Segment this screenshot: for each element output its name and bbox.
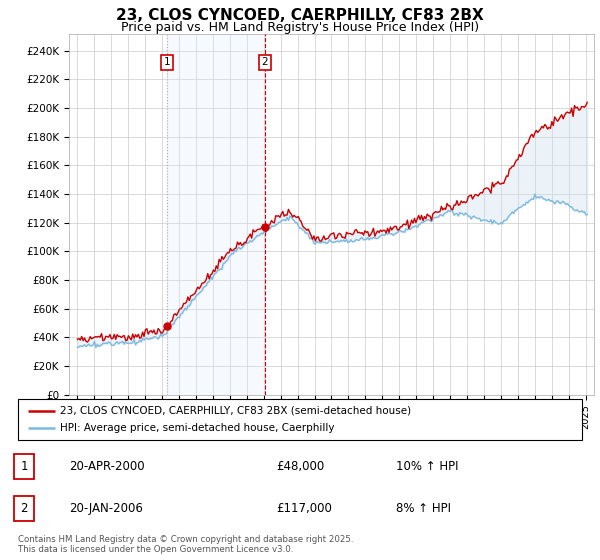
Text: 2: 2	[261, 57, 268, 67]
Bar	[167, 34, 265, 395]
Text: 20-APR-2000: 20-APR-2000	[69, 460, 145, 473]
Text: 1: 1	[164, 57, 170, 67]
Text: HPI: Average price, semi-detached house, Caerphilly: HPI: Average price, semi-detached house,…	[60, 423, 335, 433]
Text: 1: 1	[20, 460, 28, 473]
Text: 8% ↑ HPI: 8% ↑ HPI	[396, 502, 451, 515]
Text: £117,000: £117,000	[276, 502, 332, 515]
Text: 23, CLOS CYNCOED, CAERPHILLY, CF83 2BX (semi-detached house): 23, CLOS CYNCOED, CAERPHILLY, CF83 2BX (…	[60, 405, 412, 416]
Text: 2: 2	[20, 502, 28, 515]
Text: 10% ↑ HPI: 10% ↑ HPI	[396, 460, 458, 473]
Text: Price paid vs. HM Land Registry's House Price Index (HPI): Price paid vs. HM Land Registry's House …	[121, 21, 479, 34]
Text: 20-JAN-2006: 20-JAN-2006	[69, 502, 143, 515]
Text: Contains HM Land Registry data © Crown copyright and database right 2025.
This d: Contains HM Land Registry data © Crown c…	[18, 535, 353, 554]
Text: 23, CLOS CYNCOED, CAERPHILLY, CF83 2BX: 23, CLOS CYNCOED, CAERPHILLY, CF83 2BX	[116, 8, 484, 24]
Text: £48,000: £48,000	[276, 460, 324, 473]
